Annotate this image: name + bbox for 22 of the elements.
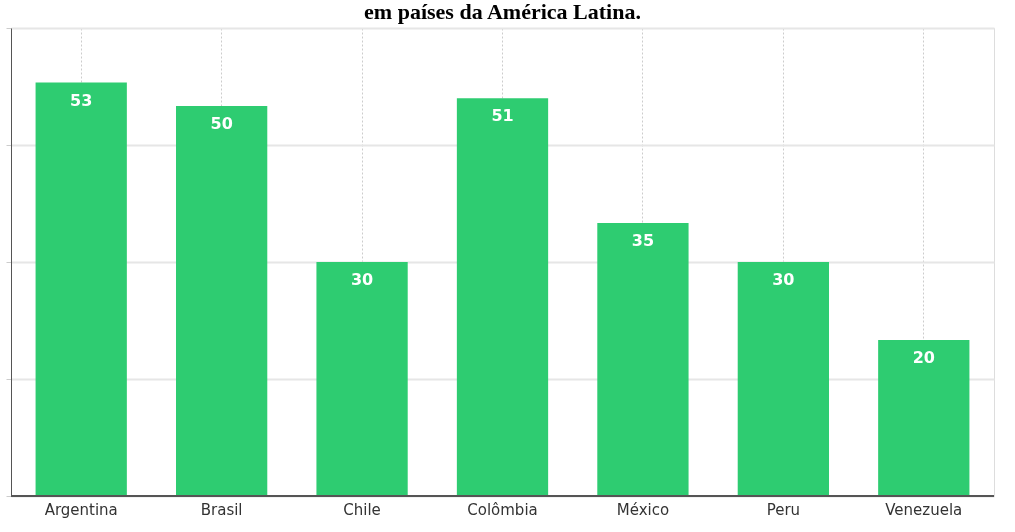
chart-title: em países da América Latina.: [364, 0, 641, 24]
bar: [316, 262, 408, 496]
x-tick-label: Venezuela: [885, 500, 963, 519]
bar: [597, 223, 689, 496]
data-label: 50: [210, 114, 233, 133]
x-tick-label: Peru: [766, 500, 801, 519]
data-label: 30: [350, 270, 374, 289]
data-label: 51: [491, 106, 514, 126]
bar: [176, 106, 268, 496]
bar: [35, 82, 127, 496]
bar: [737, 262, 829, 496]
x-tick-label: Brasil: [200, 500, 243, 519]
bar: [878, 340, 970, 496]
x-tick-label: Argentina: [44, 500, 118, 519]
data-label: 20: [912, 348, 935, 367]
bar: [456, 98, 549, 496]
data-label: 53: [70, 90, 93, 110]
x-tick-label: México: [616, 500, 670, 519]
data-label: 30: [772, 270, 795, 289]
data-label: 35: [631, 231, 655, 250]
x-tick-label: Colômbia: [467, 500, 538, 519]
x-tick-label: Chile: [343, 500, 381, 519]
